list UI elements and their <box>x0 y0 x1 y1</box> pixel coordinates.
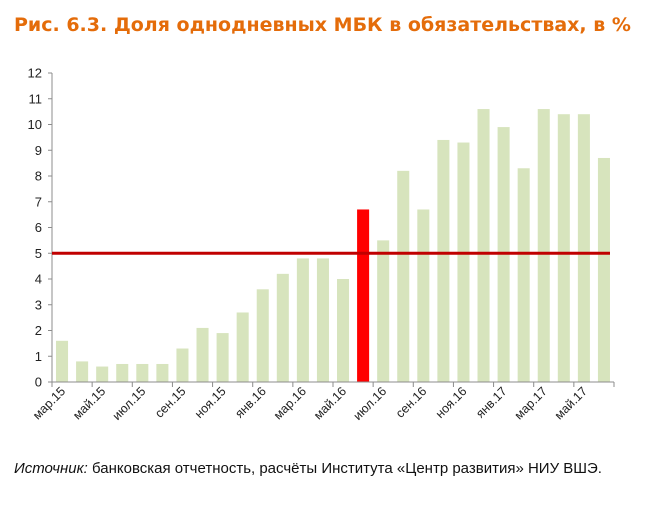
bar <box>316 258 329 382</box>
bar <box>236 312 249 382</box>
bar <box>397 170 410 382</box>
bar <box>116 363 129 382</box>
y-tick-label: 7 <box>35 194 42 209</box>
bar <box>457 142 470 382</box>
bar <box>517 168 530 382</box>
source-note: Источник: банковская отчетность, расчёты… <box>14 458 654 479</box>
bar <box>597 157 610 382</box>
bar <box>196 327 209 382</box>
y-tick-label: 6 <box>35 220 42 235</box>
y-tick-label: 9 <box>35 143 42 158</box>
bar <box>256 289 269 382</box>
source-label: Источник: <box>14 460 88 477</box>
x-tick-label: сен.15 <box>152 384 188 420</box>
bar <box>176 348 189 382</box>
y-tick-label: 0 <box>35 375 42 390</box>
bar <box>557 114 570 382</box>
bar <box>337 279 350 382</box>
x-tick-label: янв.16 <box>232 384 269 421</box>
y-tick-label: 5 <box>35 246 42 261</box>
bar <box>156 363 169 382</box>
x-tick-label: июл.16 <box>351 384 390 423</box>
x-axis: мар.15 май.15 июл.15 сен.15 ноя.15 янв.16 мар.… <box>30 381 615 423</box>
bar <box>296 258 309 382</box>
y-tick-label: 2 <box>35 323 42 338</box>
x-tick-label: мар.17 <box>512 384 550 422</box>
x-tick-label: май.15 <box>70 384 108 422</box>
bar <box>417 209 430 382</box>
x-tick-label: мар.16 <box>271 384 309 422</box>
y-tick-label: 1 <box>35 349 42 364</box>
chart-title: Рис. 6.3. Доля однодневных МБК в обязате… <box>14 14 631 36</box>
bar <box>76 361 89 382</box>
bars <box>56 109 610 383</box>
x-tick-label: сен.16 <box>393 384 429 420</box>
y-tick-label: 8 <box>35 169 42 184</box>
y-tick-label: 4 <box>35 272 42 287</box>
bar <box>477 109 490 383</box>
bar <box>377 240 390 383</box>
y-tick-label: 11 <box>29 91 43 106</box>
x-tick-label: янв.17 <box>473 384 510 421</box>
bar <box>437 139 450 382</box>
bar <box>216 333 229 382</box>
x-tick-label: май.16 <box>311 384 349 422</box>
bar <box>136 363 149 382</box>
bar <box>96 366 109 382</box>
highlight-bar <box>357 209 370 382</box>
x-tick-label: ноя.15 <box>192 384 229 421</box>
bar <box>537 109 550 383</box>
source-text: банковская отчетность, расчёты Института… <box>87 460 602 477</box>
bar <box>276 273 289 382</box>
x-tick-label: мар.15 <box>30 384 68 422</box>
x-tick-label: июл.15 <box>110 384 149 423</box>
x-tick-label: май.17 <box>552 384 590 422</box>
bar <box>56 340 69 382</box>
y-tick-label: 3 <box>35 297 42 312</box>
y-tick-label: 10 <box>28 117 42 132</box>
x-tick-label: ноя.16 <box>433 384 470 421</box>
bar <box>577 114 590 382</box>
y-tick-label: 12 <box>28 66 42 81</box>
